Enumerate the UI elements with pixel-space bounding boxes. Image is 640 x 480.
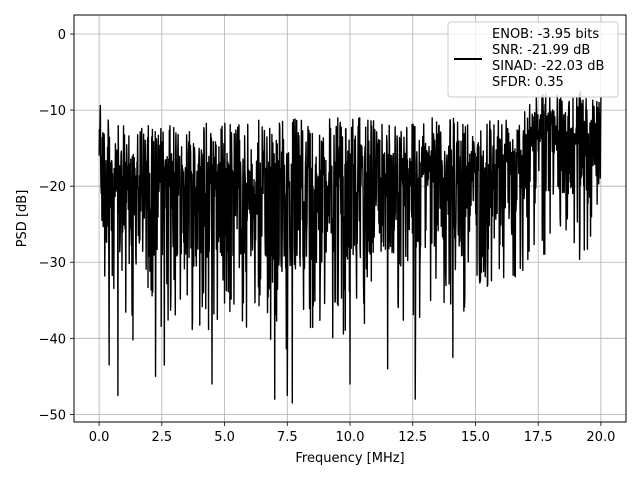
series-layer: [98, 91, 602, 404]
x-tick-label: 2.5: [151, 430, 172, 445]
legend-entry-sfdr: SFDR: 0.35: [492, 75, 564, 90]
y-tick-label: −50: [39, 408, 66, 423]
x-tick-label: 5.0: [214, 430, 235, 445]
y-tick-label: 0: [58, 28, 66, 43]
y-tick-label: −30: [39, 256, 66, 271]
x-tick-label: 17.5: [524, 430, 553, 445]
y-axis-label: PSD [dB]: [15, 190, 30, 248]
psd-series-line: [98, 91, 602, 404]
legend-box: [447, 21, 619, 98]
x-axis-label: Frequency [MHz]: [295, 451, 404, 466]
y-axis-ticks: 0 −10 −20 −30 −40 −50: [39, 28, 74, 423]
x-axis-ticks: 0.0 2.5 5.0 7.5 10.0 12.5 15.0 17.5 20.0: [89, 422, 615, 445]
x-tick-label: 15.0: [461, 430, 490, 445]
y-tick-label: −10: [39, 104, 66, 119]
x-tick-label: 20.0: [586, 430, 615, 445]
legend-entry-sinad: SINAD: -22.03 dB: [492, 59, 604, 74]
x-tick-label: 0.0: [89, 430, 110, 445]
legend-entry-enob: ENOB: -3.95 bits: [492, 27, 599, 42]
legend-entry-snr: SNR: -21.99 dB: [492, 43, 590, 58]
legend: ENOB: -3.95 bits SNR: -21.99 dB SINAD: -…: [447, 21, 619, 98]
y-tick-label: −40: [39, 332, 66, 347]
y-tick-label: −20: [39, 180, 66, 195]
x-tick-label: 12.5: [398, 430, 427, 445]
x-tick-label: 7.5: [277, 430, 298, 445]
x-tick-label: 10.0: [336, 430, 365, 445]
